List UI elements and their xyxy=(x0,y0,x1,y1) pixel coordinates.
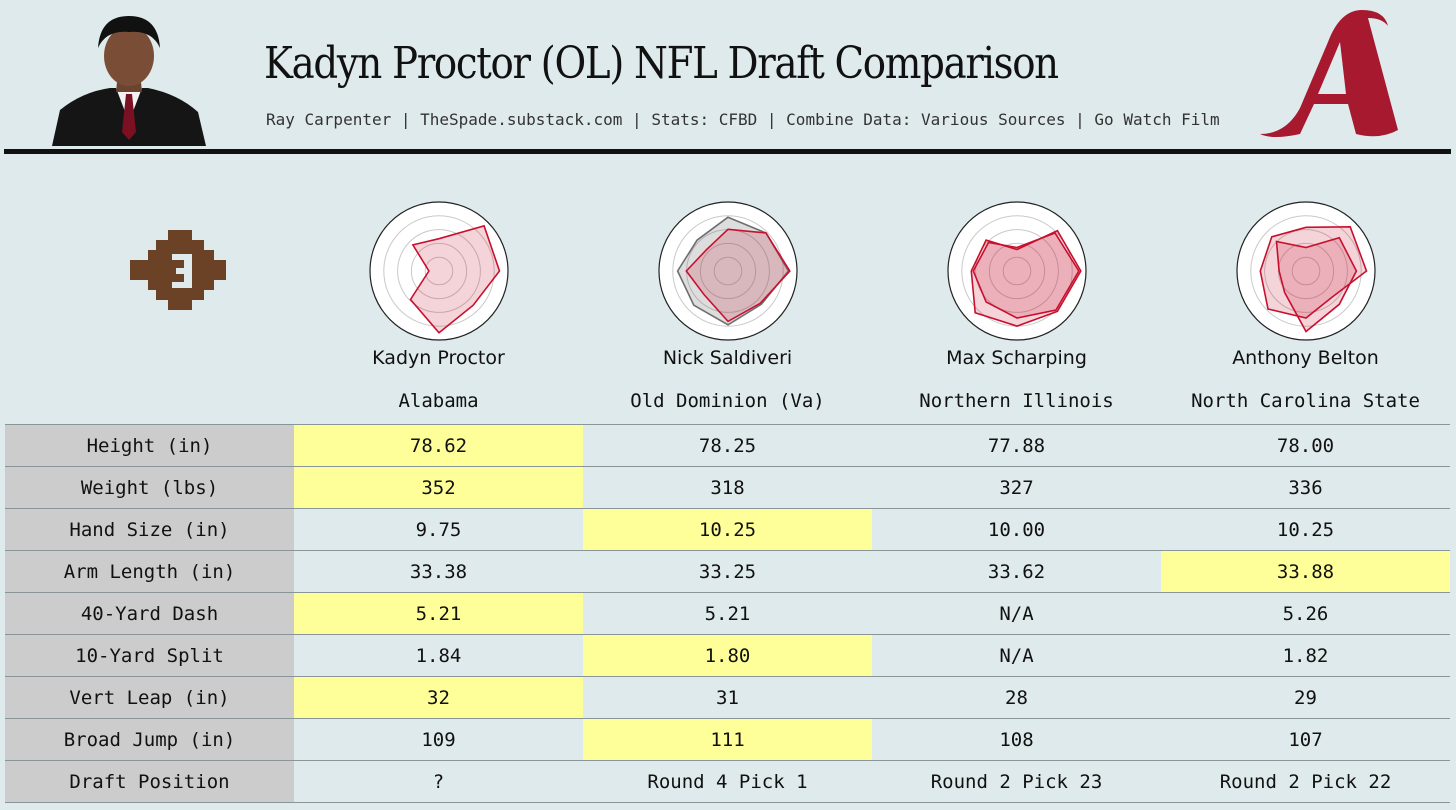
metric-value: 9.75 xyxy=(294,508,583,551)
credits-subtitle: Ray Carpenter | TheSpade.substack.com | … xyxy=(266,110,1220,129)
table-row: Draft Position? Round 4 Pick 1 Round 2 Pic… xyxy=(5,760,1450,803)
metric-label: Broad Jump (in) xyxy=(5,718,294,761)
player-name: Nick Saldiveri xyxy=(662,347,793,369)
metric-label: Height (in) xyxy=(5,424,294,467)
radar-grid-ring xyxy=(1264,229,1348,313)
metric-value: 1.80 xyxy=(583,634,872,677)
radar-grid-ring xyxy=(988,242,1046,300)
metric-value: 33.38 xyxy=(294,550,583,593)
metric-value: 78.00 xyxy=(1161,424,1450,467)
metric-value: N/A xyxy=(872,634,1161,677)
player-school: Alabama xyxy=(398,390,479,412)
player-school: Northern Illinois xyxy=(919,390,1114,412)
metric-value: 28 xyxy=(872,676,1161,719)
radar-grid-ring xyxy=(410,242,468,300)
metric-value: 10.25 xyxy=(1161,508,1450,551)
table-row: Arm Length (in) 33.38 33.25 33.62 33.88 xyxy=(5,550,1450,593)
radar-player-series xyxy=(685,228,791,323)
metric-value: 33.88 xyxy=(1161,550,1450,593)
metric-label: Hand Size (in) xyxy=(5,508,294,551)
metric-label: 10-Yard Split xyxy=(5,634,294,677)
header: Kadyn Proctor (OL) NFL Draft Comparison … xyxy=(0,0,1456,150)
metric-value: 5.26 xyxy=(1161,592,1450,635)
radar-grid-ring xyxy=(397,229,481,313)
metric-value: Round 2 Pick 22 xyxy=(1161,760,1450,803)
metric-value: 108 xyxy=(872,718,1161,761)
table-row: Weight (lbs) 352 318 327 336 xyxy=(5,466,1450,509)
metric-value: 5.21 xyxy=(583,592,872,635)
metric-value: 77.88 xyxy=(872,424,1161,467)
table-row: Height (in) 78.62 78.25 77.88 78.00 xyxy=(5,424,1450,467)
header-divider xyxy=(4,149,1451,154)
radar-grid-ring xyxy=(975,229,1059,313)
metric-value: 109 xyxy=(294,718,583,761)
page-title: Kadyn Proctor (OL) NFL Draft Comparison xyxy=(264,38,1059,89)
metric-value: 111 xyxy=(583,718,872,761)
metric-label: Weight (lbs) xyxy=(5,466,294,509)
metric-value: 31 xyxy=(583,676,872,719)
radar-chart-belton xyxy=(1236,201,1376,341)
comparison-table: Height (in) 78.62 78.25 77.88 78.00 Weight (l… xyxy=(5,424,1450,803)
metric-value: 10.25 xyxy=(583,508,872,551)
radar-grid-ring xyxy=(713,256,743,286)
metric-value: 29 xyxy=(1161,676,1450,719)
radar-grid-ring xyxy=(672,215,784,327)
metric-value: 318 xyxy=(583,466,872,509)
radar-chart-scharping xyxy=(947,201,1087,341)
radar-grid-ring xyxy=(1250,215,1362,327)
radar-player-series xyxy=(1275,236,1358,333)
metric-value: N/A xyxy=(872,592,1161,635)
metric-value: 107 xyxy=(1161,718,1450,761)
metric-label: Draft Position xyxy=(5,760,294,803)
table-row: Hand Size (in) 9.75 10.25 10.00 10.25 xyxy=(5,508,1450,551)
metric-value: 10.00 xyxy=(872,508,1161,551)
player-school: Old Dominion (Va) xyxy=(630,390,825,412)
radar-grid-ring xyxy=(1291,256,1321,286)
player-name: Kadyn Proctor xyxy=(372,347,505,369)
alabama-logo xyxy=(1260,10,1398,137)
pixel-logo-icon xyxy=(130,230,226,310)
table-row: 10-Yard Split 1.84 1.80 N/A 1.82 xyxy=(5,634,1450,677)
metric-value: ? xyxy=(294,760,583,803)
radar-grid-ring xyxy=(383,215,495,327)
metric-value: 1.82 xyxy=(1161,634,1450,677)
metric-value: 352 xyxy=(294,466,583,509)
metric-value: 327 xyxy=(872,466,1161,509)
metric-value: 33.25 xyxy=(583,550,872,593)
radar-player-series xyxy=(970,229,1082,327)
radar-chart-proctor xyxy=(369,201,509,341)
metric-value: 78.62 xyxy=(294,424,583,467)
metric-label: Vert Leap (in) xyxy=(5,676,294,719)
radar-player-series xyxy=(409,224,501,334)
metric-value: 336 xyxy=(1161,466,1450,509)
metric-label: Arm Length (in) xyxy=(5,550,294,593)
radar-player-series xyxy=(972,232,1080,319)
metric-value: 1.84 xyxy=(294,634,583,677)
metric-value: 78.25 xyxy=(583,424,872,467)
metric-value: 32 xyxy=(294,676,583,719)
radar-chart-saldiveri xyxy=(658,201,798,341)
metric-label: 40-Yard Dash xyxy=(5,592,294,635)
player-name: Anthony Belton xyxy=(1232,347,1379,369)
player-photo xyxy=(52,16,206,146)
radar-grid-ring xyxy=(424,256,454,286)
radar-grid-ring xyxy=(1002,256,1032,286)
metric-value: Round 2 Pick 23 xyxy=(872,760,1161,803)
table-row: 40-Yard Dash 5.21 5.21 N/A 5.26 xyxy=(5,592,1450,635)
radar-grid-ring xyxy=(699,242,757,300)
table-row: Vert Leap (in) 32 31 28 29 xyxy=(5,676,1450,719)
player-school: North Carolina State xyxy=(1191,390,1420,412)
metric-value: Round 4 Pick 1 xyxy=(583,760,872,803)
metric-value: 5.21 xyxy=(294,592,583,635)
player-name: Max Scharping xyxy=(946,347,1087,369)
radar-outer-ring xyxy=(947,201,1087,341)
table-row: Broad Jump (in) 109 111 108 107 xyxy=(5,718,1450,761)
metric-value: 33.62 xyxy=(872,550,1161,593)
